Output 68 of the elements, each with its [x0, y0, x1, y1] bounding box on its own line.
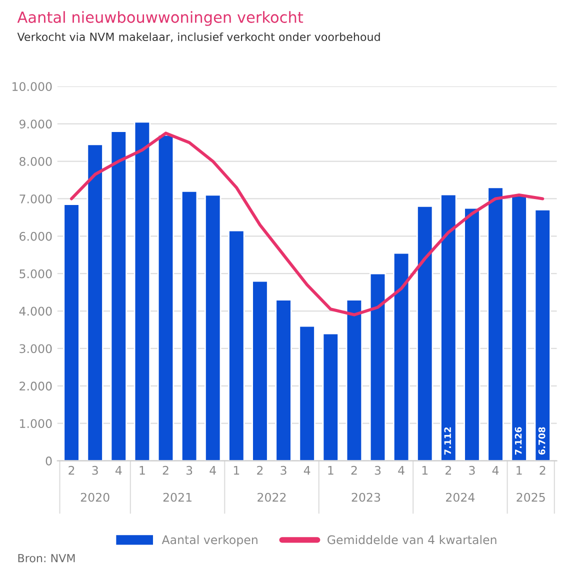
x-tick-label: 2 [162, 466, 168, 475]
bar [322, 332, 339, 461]
legend-label: Aantal verkopen [162, 535, 258, 546]
bar [228, 230, 245, 461]
bar [134, 121, 151, 461]
bar [298, 325, 316, 461]
text: 2020 [80, 492, 110, 502]
text: 2021 [163, 492, 192, 502]
data-label: 7.126 [514, 427, 522, 455]
text: 2025 [516, 492, 545, 502]
bar [204, 194, 222, 461]
x-tick-label: 4 [398, 466, 404, 475]
x-tick-label: 2 [540, 466, 546, 475]
text: 2022 [258, 492, 286, 502]
bar [180, 190, 198, 461]
x-tick-label: 2 [68, 466, 74, 475]
x-tick-label: 1 [140, 466, 145, 475]
x-tick-label: 3 [186, 466, 192, 475]
legend-label: Gemiddelde van 4 kwartalen [328, 535, 496, 544]
y-tick-label: 7.000 [20, 194, 52, 204]
x-tick-label: 1 [422, 466, 428, 475]
x-tick-label: 2 [257, 466, 263, 475]
bar [487, 186, 504, 461]
bar [346, 299, 363, 461]
x-tick-label: 1 [328, 466, 334, 475]
bar [110, 130, 127, 461]
bar [63, 204, 80, 461]
x-tick-label: 4 [115, 466, 122, 475]
y-tick-label: 4.000 [19, 306, 52, 316]
x-tick-label: 1 [516, 466, 522, 475]
x-tick-label: 2 [351, 466, 357, 475]
text: 2023 [352, 492, 380, 502]
y-tick-label: 0 [46, 456, 52, 466]
x-tick-label: 3 [469, 466, 475, 475]
chart-subtitle: Verkocht via NVM makelaar, inclusief verkocht onder voorbehoud [17, 32, 380, 42]
y-tick-label: 9.000 [19, 120, 52, 128]
x-tick-label: 3 [92, 466, 98, 475]
y-tick-label: 1.000 [20, 419, 52, 428]
bar [510, 193, 528, 461]
x-tick-label: 2 [446, 466, 451, 475]
y-tick-label: 10.000 [12, 82, 52, 92]
x-tick-label: 4 [492, 466, 499, 475]
y-tick-label: 5.000 [20, 269, 52, 278]
bar [416, 206, 434, 461]
y-tick-label: 2.000 [20, 382, 52, 391]
bar [369, 272, 386, 461]
bar [252, 280, 268, 461]
y-tick-label: 8.000 [20, 157, 52, 166]
line-series [70, 132, 544, 316]
bar [392, 252, 410, 461]
x-tick-label: 3 [280, 466, 286, 475]
bar [275, 299, 292, 461]
x-tick-label: 1 [234, 466, 240, 475]
x-tick-label: 4 [210, 466, 216, 475]
data-label: 7.112 [444, 427, 451, 455]
bar [464, 207, 480, 461]
y-tick-label: 3.000 [20, 344, 52, 354]
bar [157, 134, 174, 461]
y-tick-label: 6.000 [20, 232, 52, 241]
text: Bron: NVM [18, 554, 75, 562]
chart-title: Aantal nieuwbouwwoningen verkocht [17, 11, 304, 26]
bar [440, 194, 457, 461]
data-label: 6.708 [538, 427, 546, 455]
x-tick-label: 4 [304, 466, 310, 475]
bar [534, 208, 551, 461]
x-tick-label: 3 [374, 466, 381, 475]
text: 2024 [446, 492, 475, 502]
bar [86, 144, 104, 461]
